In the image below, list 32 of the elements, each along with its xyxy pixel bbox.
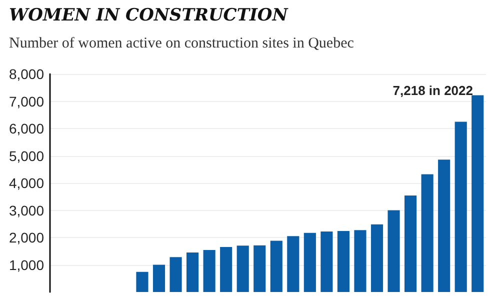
bar — [270, 240, 282, 292]
bar — [304, 232, 316, 292]
bar — [438, 160, 450, 292]
bar — [388, 210, 400, 292]
bar — [421, 174, 434, 292]
bar — [337, 230, 350, 292]
bar — [370, 224, 384, 292]
bar — [472, 95, 484, 292]
y-tick-label: 6,000 — [8, 120, 44, 136]
bar — [254, 245, 266, 292]
bar — [354, 230, 366, 292]
bar — [287, 236, 300, 292]
y-tick-label: 5,000 — [8, 148, 44, 164]
y-tick-label: 1,000 — [8, 256, 44, 273]
chart-title: WOMEN IN CONSTRUCTION — [9, 6, 290, 26]
y-tick-label: 7,000 — [8, 93, 44, 110]
bar — [404, 196, 417, 292]
bar — [236, 246, 249, 292]
annotation: 7,218 in 2022 — [392, 83, 474, 98]
bar — [454, 122, 467, 292]
chart-subtitle: Number of women active on construction sites in Quebec — [9, 36, 354, 52]
y-tick-label: 8,000 — [8, 66, 44, 82]
bar — [220, 247, 232, 292]
bar — [136, 272, 148, 292]
y-tick-label: 4,000 — [8, 175, 44, 191]
bar — [203, 250, 216, 292]
bar — [170, 257, 182, 292]
bar — [320, 232, 333, 292]
bar — [152, 264, 166, 292]
y-tick-label: 3,000 — [8, 202, 44, 218]
bar — [186, 252, 199, 292]
y-tick-label: 2,000 — [8, 230, 44, 246]
